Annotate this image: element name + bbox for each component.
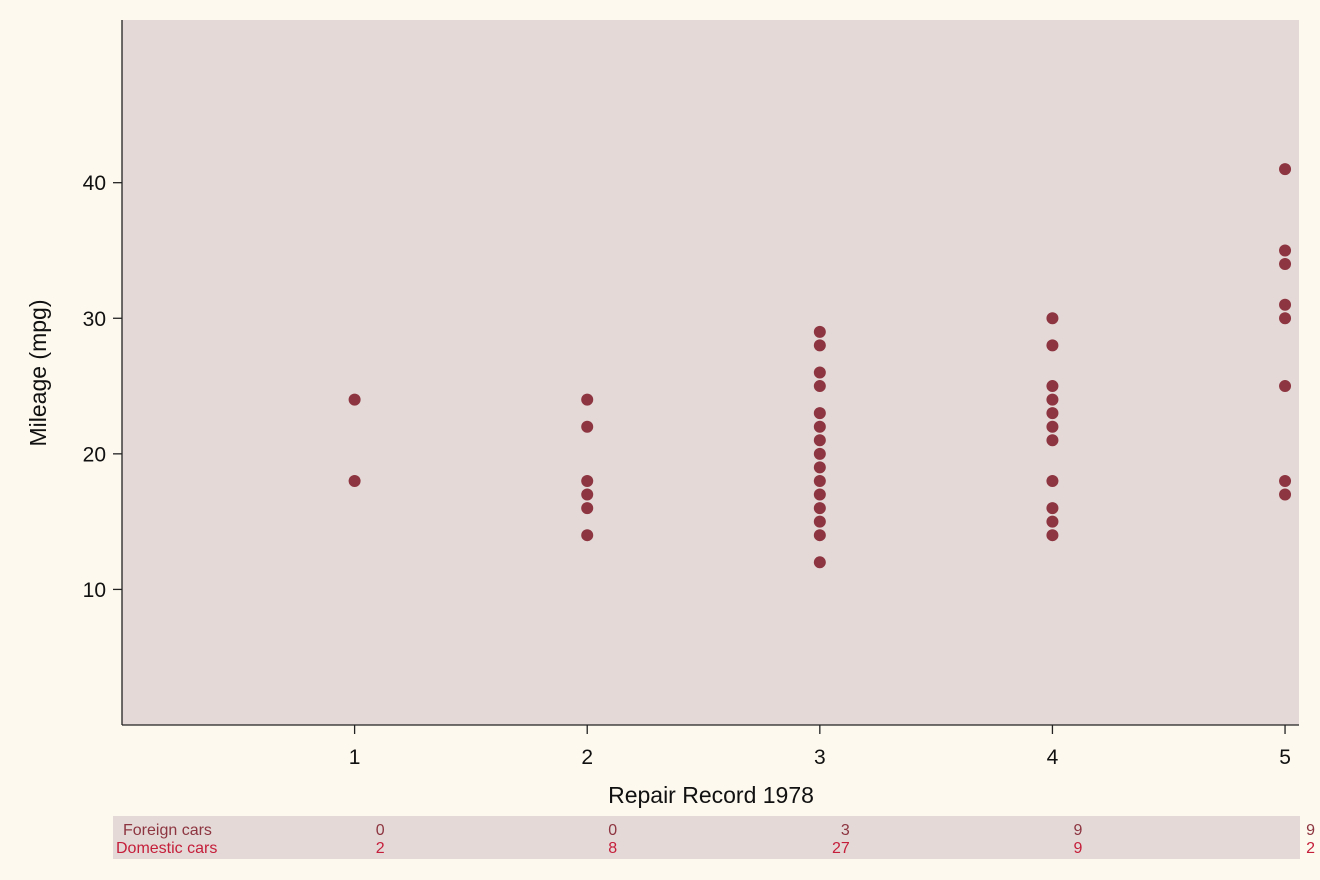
data-point [813, 380, 826, 393]
x-tick-label: 1 [349, 746, 361, 769]
data-point [1279, 244, 1292, 257]
data-point [581, 488, 594, 501]
data-point [1046, 474, 1059, 487]
data-point [813, 407, 826, 420]
y-tick-label: 10 [83, 579, 106, 602]
data-point [1279, 380, 1292, 393]
count-value: 0 [608, 822, 617, 839]
x-tick-label: 3 [814, 746, 826, 769]
data-point [813, 515, 826, 528]
data-point [813, 556, 826, 569]
data-point [348, 393, 361, 406]
data-point [1046, 420, 1059, 433]
data-point [813, 325, 826, 338]
data-point [1046, 529, 1059, 542]
count-row-label: Foreign cars [123, 822, 212, 839]
x-tick-label: 5 [1279, 746, 1291, 769]
count-value: 8 [608, 840, 617, 857]
count-value: 9 [1074, 822, 1083, 839]
count-table-background [113, 816, 1300, 859]
data-point [581, 393, 594, 406]
data-point [1046, 515, 1059, 528]
count-value: 0 [376, 822, 385, 839]
data-point [581, 502, 594, 515]
data-point [1279, 163, 1292, 176]
count-value: 2 [1306, 840, 1315, 857]
y-tick-label: 40 [83, 172, 106, 195]
data-points [348, 163, 1292, 569]
data-point [581, 474, 594, 487]
data-point [813, 461, 826, 474]
count-value: 27 [832, 840, 850, 857]
data-point [1046, 502, 1059, 515]
data-point [581, 420, 594, 433]
data-point [1046, 380, 1059, 393]
data-point [1046, 312, 1059, 325]
data-point [813, 447, 826, 460]
data-point [813, 420, 826, 433]
data-point [813, 434, 826, 447]
x-axis-title: Repair Record 1978 [608, 782, 814, 808]
data-point [813, 502, 826, 515]
count-value: 2 [376, 840, 385, 857]
data-point [813, 488, 826, 501]
data-point [348, 474, 361, 487]
data-point [1279, 258, 1292, 271]
y-axis-ticks: 10 20 30 40 [83, 172, 122, 602]
data-point [813, 366, 826, 379]
data-point [1046, 393, 1059, 406]
y-tick-label: 30 [83, 308, 106, 331]
y-axis-title: Mileage (mpg) [25, 300, 51, 447]
data-point [1046, 434, 1059, 447]
data-point [1046, 339, 1059, 352]
x-axis-ticks: 1 2 3 4 5 [349, 725, 1291, 769]
x-tick-label: 2 [581, 746, 593, 769]
data-point [1046, 407, 1059, 420]
data-point [1279, 488, 1292, 501]
count-value: 9 [1074, 840, 1083, 857]
data-point [1279, 474, 1292, 487]
data-point [581, 529, 594, 542]
data-point [813, 339, 826, 352]
data-point [1279, 298, 1292, 311]
count-row-label: Domestic cars [116, 840, 217, 857]
count-value: 9 [1306, 822, 1315, 839]
count-value: 3 [841, 822, 850, 839]
data-point [813, 529, 826, 542]
x-tick-label: 4 [1047, 746, 1059, 769]
plot-area [122, 20, 1299, 725]
data-point [1279, 312, 1292, 325]
y-tick-label: 20 [83, 443, 106, 466]
data-point [813, 474, 826, 487]
